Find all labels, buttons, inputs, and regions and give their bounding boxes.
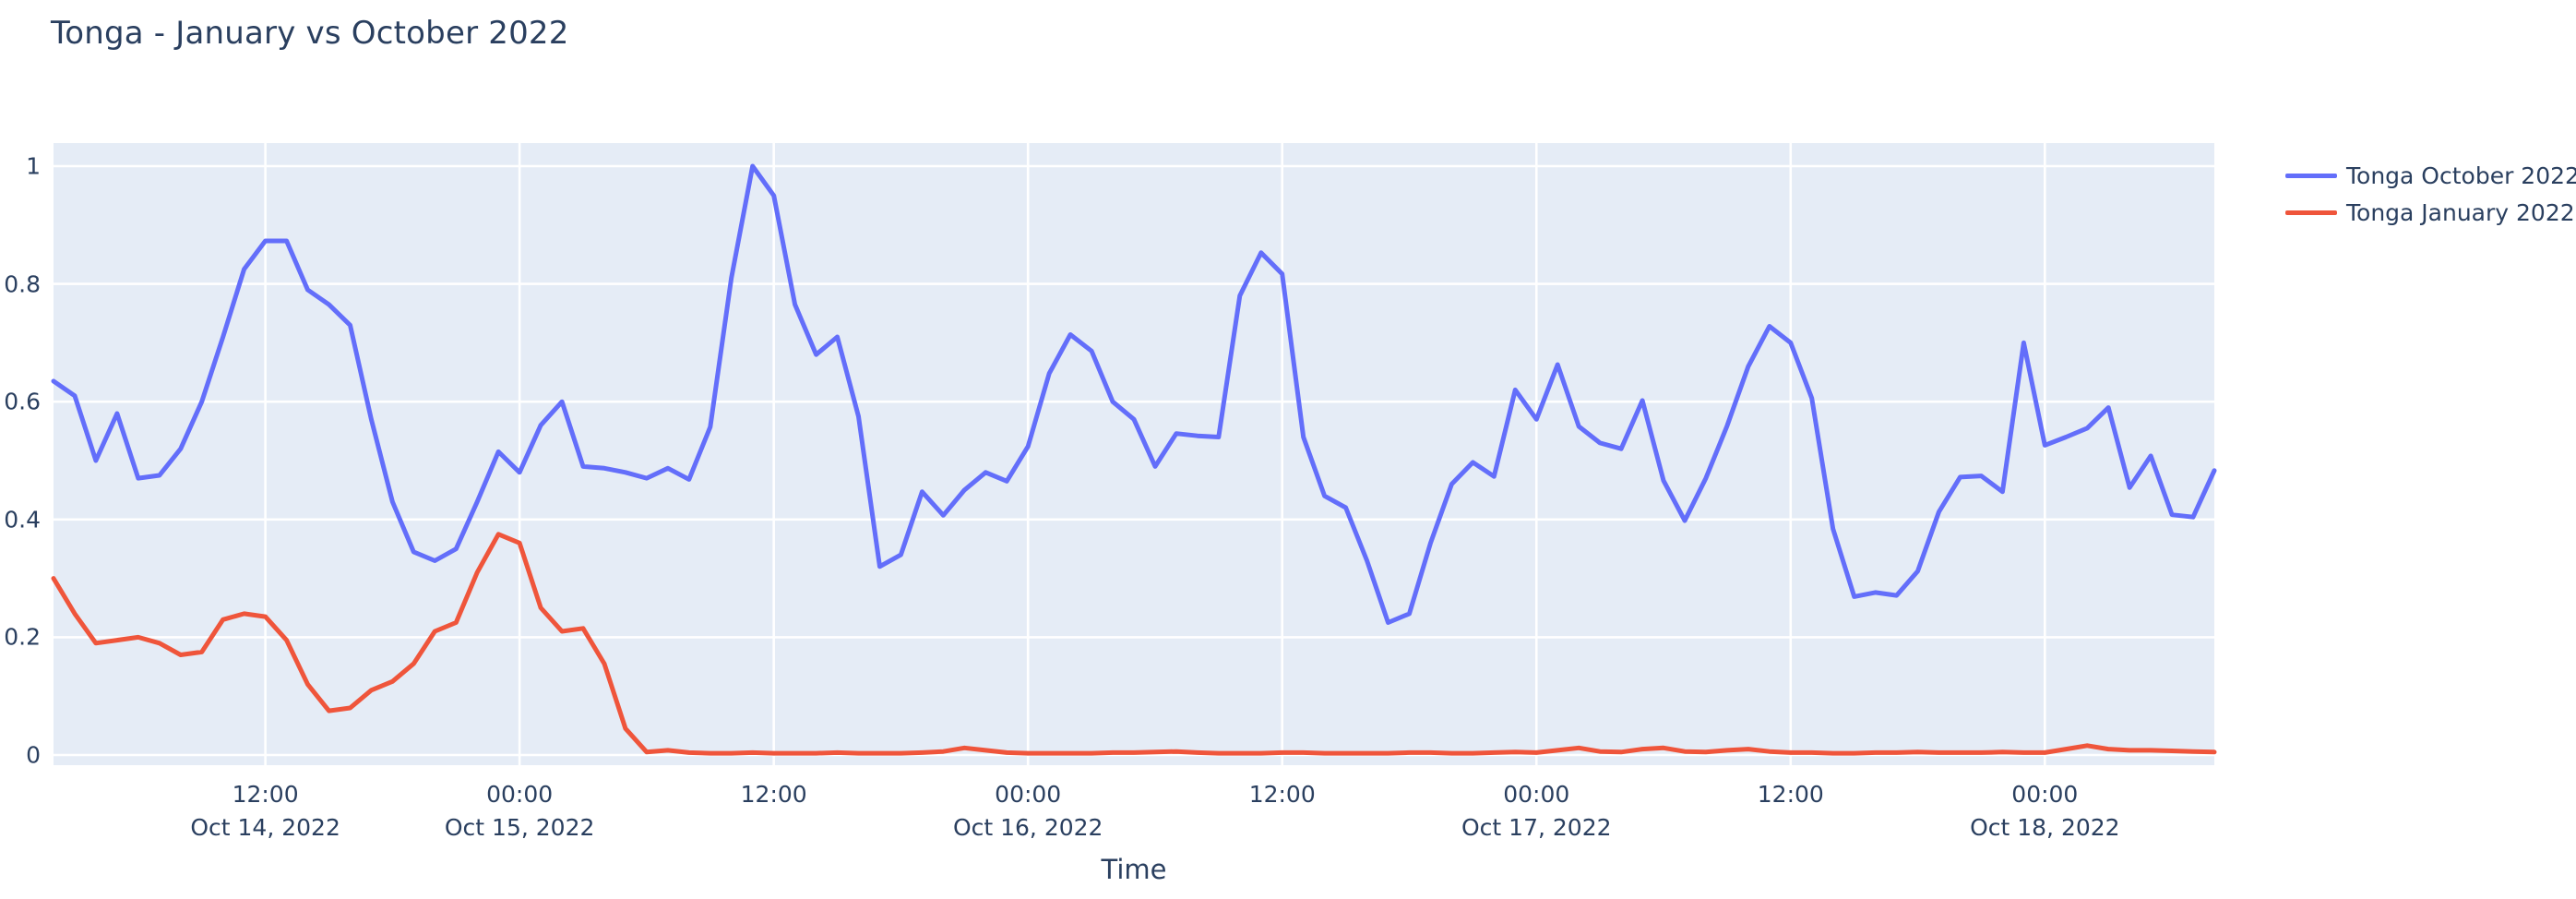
x-tick-date: Oct 14, 2022 [190, 814, 340, 841]
legend-label: Tonga October 2022 [2346, 162, 2576, 189]
legend-swatch-january-icon [2285, 210, 2337, 215]
x-tick-time: 00:00 [486, 781, 554, 808]
y-tick-label: 1 [26, 152, 41, 180]
x-axis-title: Time [1101, 854, 1167, 885]
legend-item-tonga-october-2022[interactable]: Tonga October 2022 [2285, 157, 2576, 194]
y-tick-label: 0.2 [4, 623, 41, 651]
x-tick-date: Oct 16, 2022 [952, 814, 1103, 841]
x-tick-date: Oct 15, 2022 [444, 814, 595, 841]
legend-label: Tonga January 2022 [2346, 198, 2575, 226]
x-tick-time: 12:00 [1248, 781, 1316, 808]
y-tick-label: 0.8 [4, 270, 41, 298]
y-tick-label: 0 [26, 741, 41, 769]
plot-background [54, 143, 2214, 765]
series-line-0[interactable] [51, 163, 2217, 625]
x-tick-date: Oct 17, 2022 [1461, 814, 1612, 841]
x-tick-time: 00:00 [1503, 781, 1570, 808]
x-tick-time: 12:00 [232, 781, 299, 808]
x-tick-time: 00:00 [995, 781, 1062, 808]
x-tick-time: 12:00 [740, 781, 807, 808]
legend: Tonga October 2022 Tonga January 2022 [2285, 157, 2576, 231]
legend-swatch-october-icon [2285, 173, 2337, 178]
series-line-1[interactable] [51, 532, 2217, 756]
x-tick-date: Oct 18, 2022 [1970, 814, 2120, 841]
chart-title: Tonga - January vs October 2022 [51, 15, 569, 52]
x-tick-time: 12:00 [1757, 781, 1824, 808]
y-tick-label: 0.6 [4, 388, 41, 415]
x-tick-time: 00:00 [2011, 781, 2079, 808]
legend-item-tonga-january-2022[interactable]: Tonga January 2022 [2285, 194, 2576, 231]
y-tick-label: 0.4 [4, 506, 41, 533]
